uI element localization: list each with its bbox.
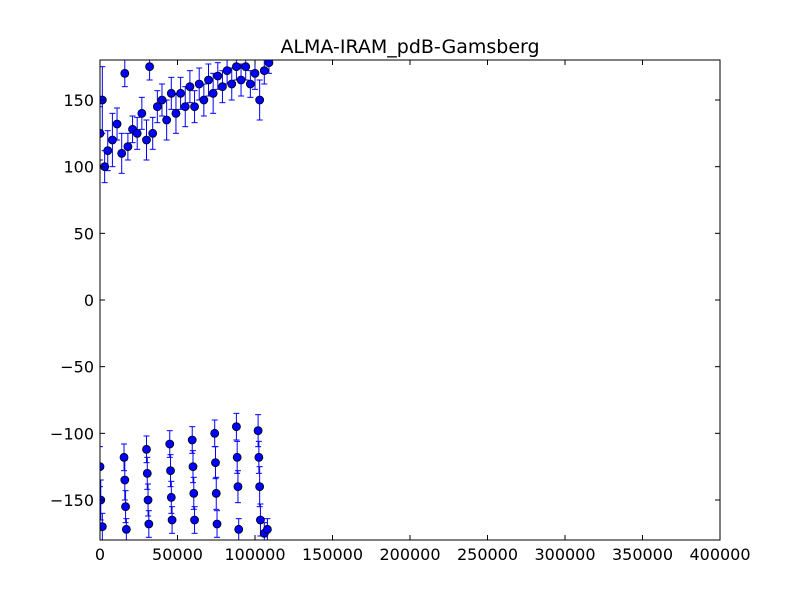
data-point <box>255 482 265 492</box>
x-tick-label: 150000 <box>302 545 363 564</box>
data-point <box>211 488 221 498</box>
data-point <box>132 128 142 138</box>
data-point <box>108 135 117 145</box>
y-tick-label: −150 <box>50 491 94 510</box>
x-tick-label: 350000 <box>612 545 673 564</box>
data-point <box>210 428 220 438</box>
data-point <box>121 502 130 512</box>
data-point <box>167 515 177 525</box>
data-point <box>137 108 147 118</box>
data-point <box>119 452 129 462</box>
data-point <box>222 66 232 76</box>
data-point <box>152 102 162 112</box>
data-point <box>142 444 151 454</box>
data-point <box>234 524 244 534</box>
data-point <box>211 458 220 468</box>
data-point <box>142 135 151 145</box>
data-point <box>227 79 237 89</box>
x-tick-label: 400000 <box>689 545 750 564</box>
x-tick-label: 50000 <box>152 545 203 564</box>
x-tick-label: 200000 <box>379 545 440 564</box>
data-point <box>166 466 175 476</box>
data-point <box>100 462 105 472</box>
data-point <box>144 519 154 529</box>
y-tick-label: 100 <box>63 158 94 177</box>
data-point <box>213 71 223 81</box>
tick-layer: 0 50000 100000 150000 200000 250000 300000 3500… <box>50 60 751 564</box>
data-point <box>253 426 263 436</box>
data-point <box>100 128 105 138</box>
data-point <box>245 79 255 89</box>
data-point <box>259 66 269 76</box>
data-point <box>142 468 152 478</box>
data-point <box>166 88 176 98</box>
x-tick-label: 300000 <box>534 545 595 564</box>
data-point <box>208 88 218 98</box>
data-point <box>120 475 130 485</box>
data-point <box>264 60 274 68</box>
data-point <box>123 142 133 152</box>
data-point <box>204 75 213 85</box>
data-point <box>112 119 122 129</box>
x-tick-label: 250000 <box>457 545 518 564</box>
data-point <box>199 95 209 105</box>
data-point <box>190 102 199 112</box>
data-point <box>256 515 265 525</box>
data-point <box>262 524 272 534</box>
data-point <box>117 148 127 158</box>
y-tick-label: 0 <box>84 291 94 310</box>
data-point <box>103 146 113 156</box>
data-point <box>250 68 260 78</box>
y-tick-label: −50 <box>60 358 94 377</box>
data-point <box>190 515 199 525</box>
x-tick-label: 100000 <box>224 545 285 564</box>
data-point <box>185 82 195 92</box>
chart-title: ALMA-IRAM_pdB-Gamsberg <box>280 36 539 58</box>
data-point <box>148 128 158 138</box>
data-point <box>232 452 242 462</box>
data-point <box>255 95 265 105</box>
data-point <box>145 62 155 72</box>
data-point <box>233 482 243 492</box>
data-layer <box>100 60 274 540</box>
data-point <box>187 435 197 445</box>
y-tick-label: 50 <box>74 224 94 243</box>
data-point <box>189 488 199 498</box>
data-point <box>121 524 131 534</box>
data-point <box>180 102 190 112</box>
data-point <box>165 439 175 449</box>
data-point <box>176 88 186 98</box>
y-tick-label: −100 <box>50 424 94 443</box>
plot-frame <box>99 59 721 541</box>
data-point <box>194 79 204 89</box>
data-point <box>143 495 153 505</box>
data-point <box>120 68 130 78</box>
data-point <box>241 62 251 72</box>
y-tick-label: 150 <box>63 91 94 110</box>
data-point <box>236 75 246 85</box>
data-point <box>166 492 176 502</box>
data-point <box>157 95 167 105</box>
data-point <box>171 108 181 118</box>
data-point <box>100 522 107 532</box>
data-point <box>254 452 264 462</box>
data-point <box>188 462 198 472</box>
x-tick-label: 0 <box>95 545 105 564</box>
data-point <box>218 82 227 92</box>
data-point <box>212 519 222 529</box>
data-point <box>231 62 241 72</box>
data-point <box>162 115 172 125</box>
data-point <box>231 422 241 432</box>
